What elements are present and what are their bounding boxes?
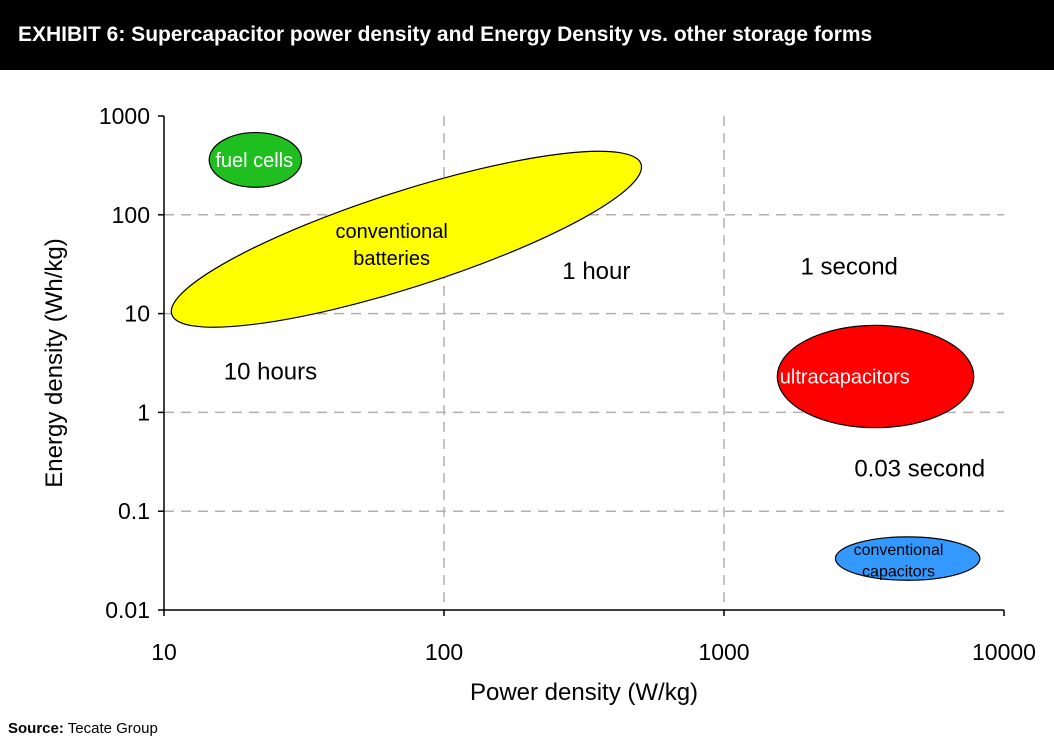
region-ultracapacitors: ultracapacitors xyxy=(776,324,975,429)
region-label: fuel cells xyxy=(215,150,293,172)
region-conventional-batteries: conventional batteries xyxy=(170,150,643,328)
annotation-label: 10 hours xyxy=(224,358,317,385)
regions: fuel cells conventional batteries ultracapa… xyxy=(170,131,981,581)
y-tick-label: 1 xyxy=(137,399,150,425)
region-shape-fuel-cells xyxy=(208,131,303,188)
region-label: conventional xyxy=(335,221,447,243)
x-axis-label: Power density (W/kg) xyxy=(470,679,698,706)
y-axis-label: Energy density (Wh/kg) xyxy=(41,238,68,487)
x-tick-label: 10000 xyxy=(972,639,1036,665)
x-tick-label: 1000 xyxy=(698,639,749,665)
region-shape-conventional-capacitors xyxy=(834,536,981,581)
region-conventional-capacitors: conventional capacitors xyxy=(834,536,981,581)
x-tick-label: 100 xyxy=(425,639,463,665)
region-label: capacitors xyxy=(862,563,935,580)
y-tick-label: 1000 xyxy=(99,103,150,129)
ticks: 0.01 0.1 1 10 100 1000 10 100 1000 10000 xyxy=(99,103,1036,665)
region-label: ultracapacitors xyxy=(780,367,910,389)
region-label: batteries xyxy=(353,248,430,270)
annotations: 10 hours 1 hour 1 second 0.03 second xyxy=(224,253,985,482)
y-tick-label: 0.01 xyxy=(105,597,150,623)
annotation-label: 1 hour xyxy=(562,258,630,285)
energy-power-chart: fuel cells conventional batteries ultracapa… xyxy=(41,103,1036,706)
exhibit-header: EXHIBIT 6: Supercapacitor power density … xyxy=(0,0,1054,70)
y-tick-label: 100 xyxy=(112,202,150,228)
axes xyxy=(163,116,1004,611)
annotation-label: 1 second xyxy=(801,253,898,280)
region-shape-ultracapacitors xyxy=(776,324,975,429)
x-tick-label: 10 xyxy=(151,639,177,665)
y-tick-label: 10 xyxy=(124,301,150,327)
region-shape-conventional-batteries xyxy=(170,150,643,328)
source-label: Source: xyxy=(8,720,64,737)
exhibit-title: EXHIBIT 6: Supercapacitor power density … xyxy=(18,23,873,46)
source-note: Source: Tecate Group xyxy=(8,720,158,737)
region-fuel-cells: fuel cells xyxy=(208,131,303,188)
annotation-label: 0.03 second xyxy=(854,456,985,483)
y-tick-label: 0.1 xyxy=(118,498,150,524)
region-label: conventional xyxy=(854,542,944,559)
source-text: Tecate Group xyxy=(67,720,158,737)
